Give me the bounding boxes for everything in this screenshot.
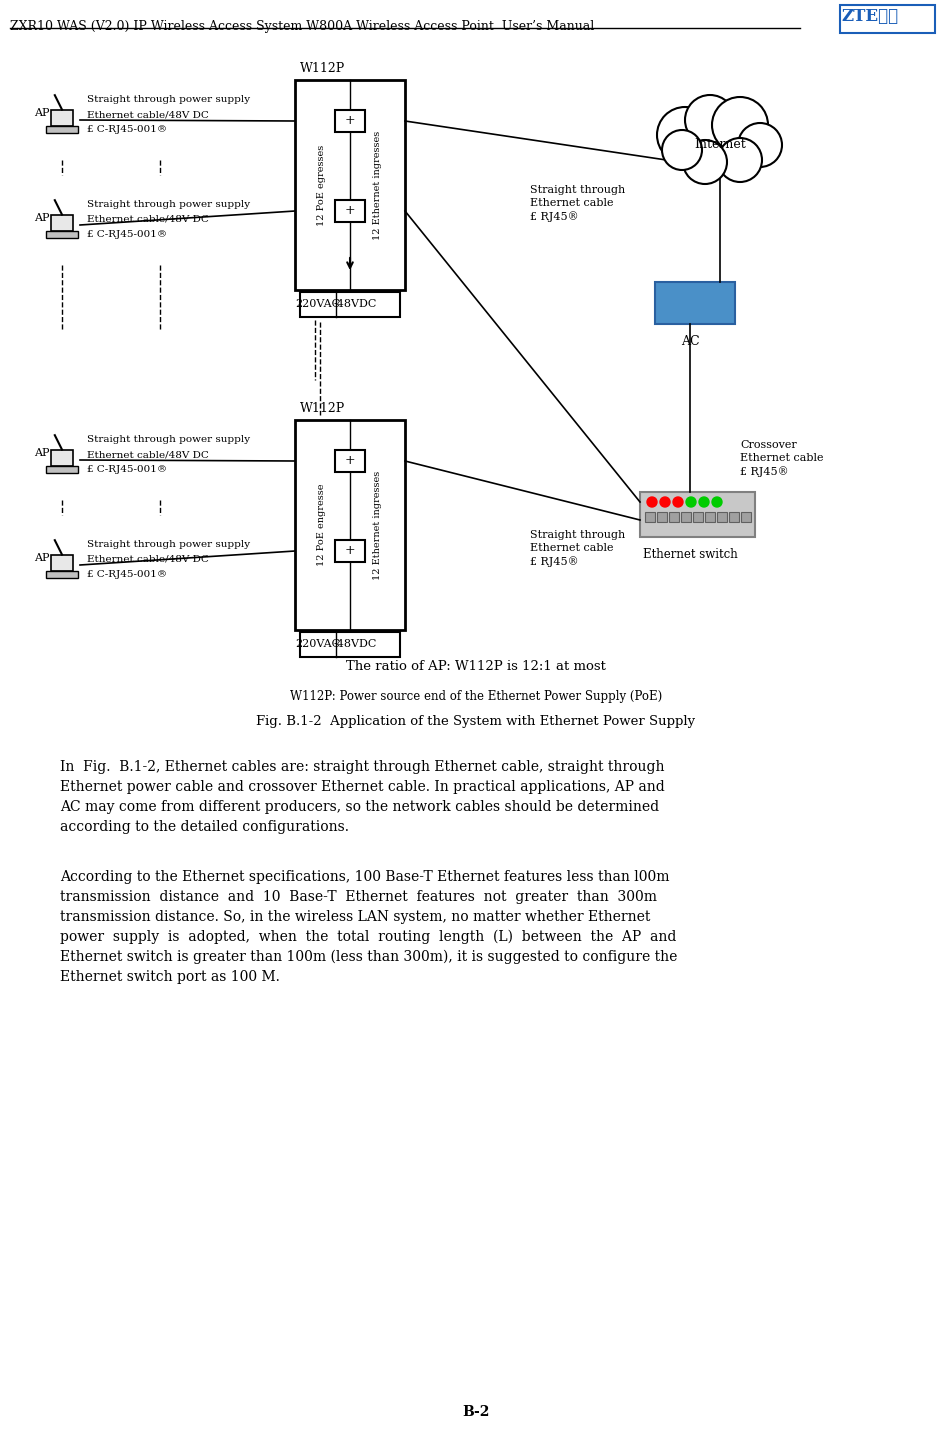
Text: 12 Ethernet ingresses: 12 Ethernet ingresses [373,470,381,580]
Text: £ RJ45®: £ RJ45® [530,557,578,567]
Text: Straight through: Straight through [530,186,625,196]
Bar [657,512,667,522]
Text: according to the detailed configurations.: according to the detailed configurations… [60,820,349,834]
Bar [295,81,405,290]
Bar [681,512,691,522]
Text: Straight through power supply: Straight through power supply [87,436,250,444]
Bar [335,541,365,562]
Text: Crossover: Crossover [740,440,797,450]
Text: 12 PoE engresse: 12 PoE engresse [318,483,326,567]
Bar [645,512,655,522]
Text: W112P: W112P [300,403,345,416]
Text: Ethernet cable/48V DC: Ethernet cable/48V DC [87,450,209,459]
Circle shape [685,95,735,145]
Text: Straight through power supply: Straight through power supply [87,200,250,209]
Text: £ RJ45®: £ RJ45® [740,466,788,477]
Circle shape [718,138,762,183]
Bar [46,571,78,578]
Text: +: + [344,454,356,467]
Text: +: + [344,115,356,128]
Text: £ RJ45®: £ RJ45® [530,211,578,221]
Circle shape [673,498,683,508]
Text: The ratio of AP: W112P is 12:1 at most: The ratio of AP: W112P is 12:1 at most [346,660,606,673]
Circle shape [657,106,713,162]
Text: ZXR10 WAS (V2.0) IP Wireless Access System W800A Wireless Access Point  User’s M: ZXR10 WAS (V2.0) IP Wireless Access Syst… [10,20,594,33]
Bar [335,200,365,221]
Circle shape [660,498,670,508]
Text: £ C-RJ45-001®: £ C-RJ45-001® [87,125,167,134]
Bar [51,555,73,571]
Bar [840,4,935,33]
Bar [51,109,73,125]
Bar [46,125,78,132]
Text: Ethernet cable: Ethernet cable [740,453,824,463]
Bar [693,512,703,522]
Text: AP: AP [34,108,49,118]
Text: +: + [344,204,356,217]
Text: 12 PoE egresses: 12 PoE egresses [318,144,326,226]
Circle shape [712,96,768,152]
Bar [705,512,715,522]
Text: Ethernet cable/48V DC: Ethernet cable/48V DC [87,555,209,564]
Text: £ C-RJ45-001®: £ C-RJ45-001® [87,569,167,580]
Circle shape [683,139,727,184]
Text: Ethernet cable/48V DC: Ethernet cable/48V DC [87,216,209,224]
Bar [51,214,73,232]
Text: Straight through: Straight through [530,531,625,541]
Bar [295,420,405,630]
Circle shape [699,498,709,508]
Text: Ethernet cable/48V DC: Ethernet cable/48V DC [87,109,209,119]
Bar [655,282,735,324]
Text: 12 Ethernet ingresses: 12 Ethernet ingresses [373,131,381,240]
Text: W112P: Power source end of the Ethernet Power Supply (PoE): W112P: Power source end of the Ethernet … [290,690,662,703]
Text: transmission  distance  and  10  Base-T  Ethernet  features  not  greater  than : transmission distance and 10 Base-T Ethe… [60,890,657,905]
Text: Internet: Internet [694,138,746,151]
Text: In  Fig.  B.1-2, Ethernet cables are: straight through Ethernet cable, straight : In Fig. B.1-2, Ethernet cables are: stra… [60,761,665,774]
Text: Ethernet switch is greater than 100m (less than 300m), it is suggested to config: Ethernet switch is greater than 100m (le… [60,951,677,965]
Text: AP: AP [34,213,49,223]
Bar [640,492,755,536]
Text: +: + [344,545,356,558]
Bar [300,292,400,316]
Text: Fig. B.1-2  Application of the System with Ethernet Power Supply: Fig. B.1-2 Application of the System wit… [257,715,695,728]
Text: Straight through power supply: Straight through power supply [87,95,250,104]
Text: AC may come from different producers, so the network cables should be determined: AC may come from different producers, so… [60,800,659,814]
Circle shape [662,129,702,170]
Bar [51,450,73,466]
Text: According to the Ethernet specifications, 100 Base-T Ethernet features less than: According to the Ethernet specifications… [60,870,670,884]
Text: -48VDC: -48VDC [333,299,377,309]
Text: Ethernet power cable and crossover Ethernet cable. In practical applications, AP: Ethernet power cable and crossover Ether… [60,779,665,794]
Text: Ethernet cable: Ethernet cable [530,544,613,554]
Text: transmission distance. So, in the wireless LAN system, no matter whether Etherne: transmission distance. So, in the wirele… [60,910,650,925]
Text: £ C-RJ45-001®: £ C-RJ45-001® [87,230,167,239]
Bar [717,512,727,522]
Bar [46,232,78,239]
Text: AC: AC [681,335,699,348]
Text: Ethernet switch port as 100 M.: Ethernet switch port as 100 M. [60,971,280,984]
Bar [741,512,751,522]
Text: 220VAC: 220VAC [296,638,340,649]
Bar [300,631,400,657]
Text: Straight through power supply: Straight through power supply [87,541,250,549]
Bar [335,109,365,132]
Text: ZTE中兴: ZTE中兴 [842,9,899,24]
Text: £ C-RJ45-001®: £ C-RJ45-001® [87,464,167,475]
Bar [669,512,679,522]
Text: -48VDC: -48VDC [333,638,377,649]
Text: power  supply  is  adopted,  when  the  total  routing  length  (L)  between  th: power supply is adopted, when the total … [60,930,676,945]
Text: AP: AP [34,449,49,457]
Circle shape [712,498,722,508]
Bar [729,512,739,522]
Circle shape [738,124,782,167]
Text: AP: AP [34,554,49,564]
Bar [335,450,365,472]
Text: Ethernet switch: Ethernet switch [643,548,737,561]
Text: W112P: W112P [300,62,345,75]
Bar [46,466,78,473]
Text: 220VAC: 220VAC [296,299,340,309]
Circle shape [647,498,657,508]
Circle shape [686,498,696,508]
Text: Ethernet cable: Ethernet cable [530,198,613,209]
Text: B-2: B-2 [462,1405,490,1419]
